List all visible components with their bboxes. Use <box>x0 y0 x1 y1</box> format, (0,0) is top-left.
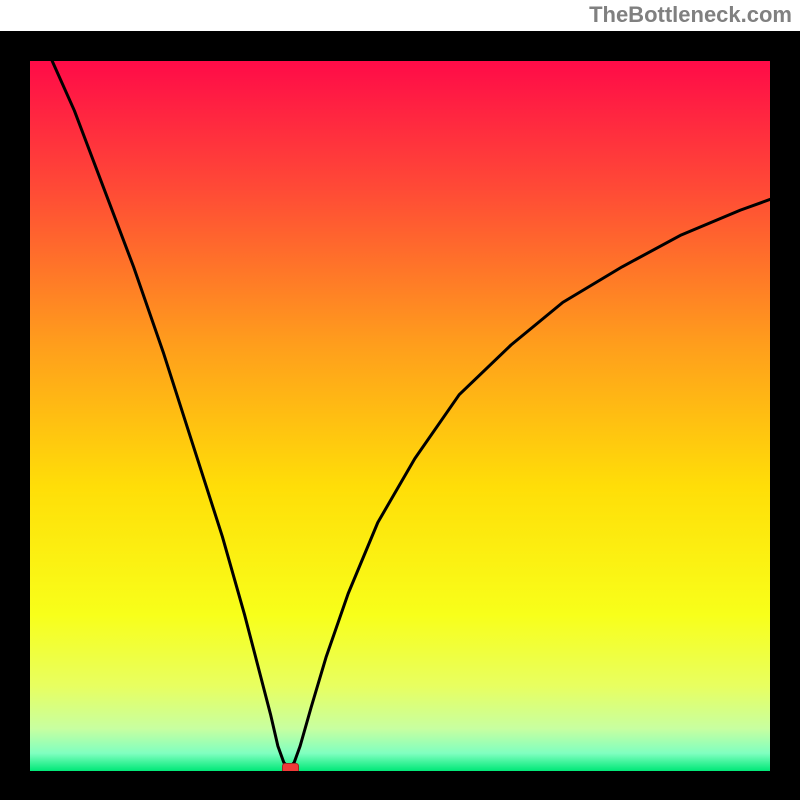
plot-outer-frame <box>0 31 800 800</box>
plot-area <box>30 61 770 771</box>
bottleneck-curve <box>30 61 770 771</box>
watermark-text: TheBottleneck.com <box>589 2 792 28</box>
optimum-marker <box>282 763 299 771</box>
